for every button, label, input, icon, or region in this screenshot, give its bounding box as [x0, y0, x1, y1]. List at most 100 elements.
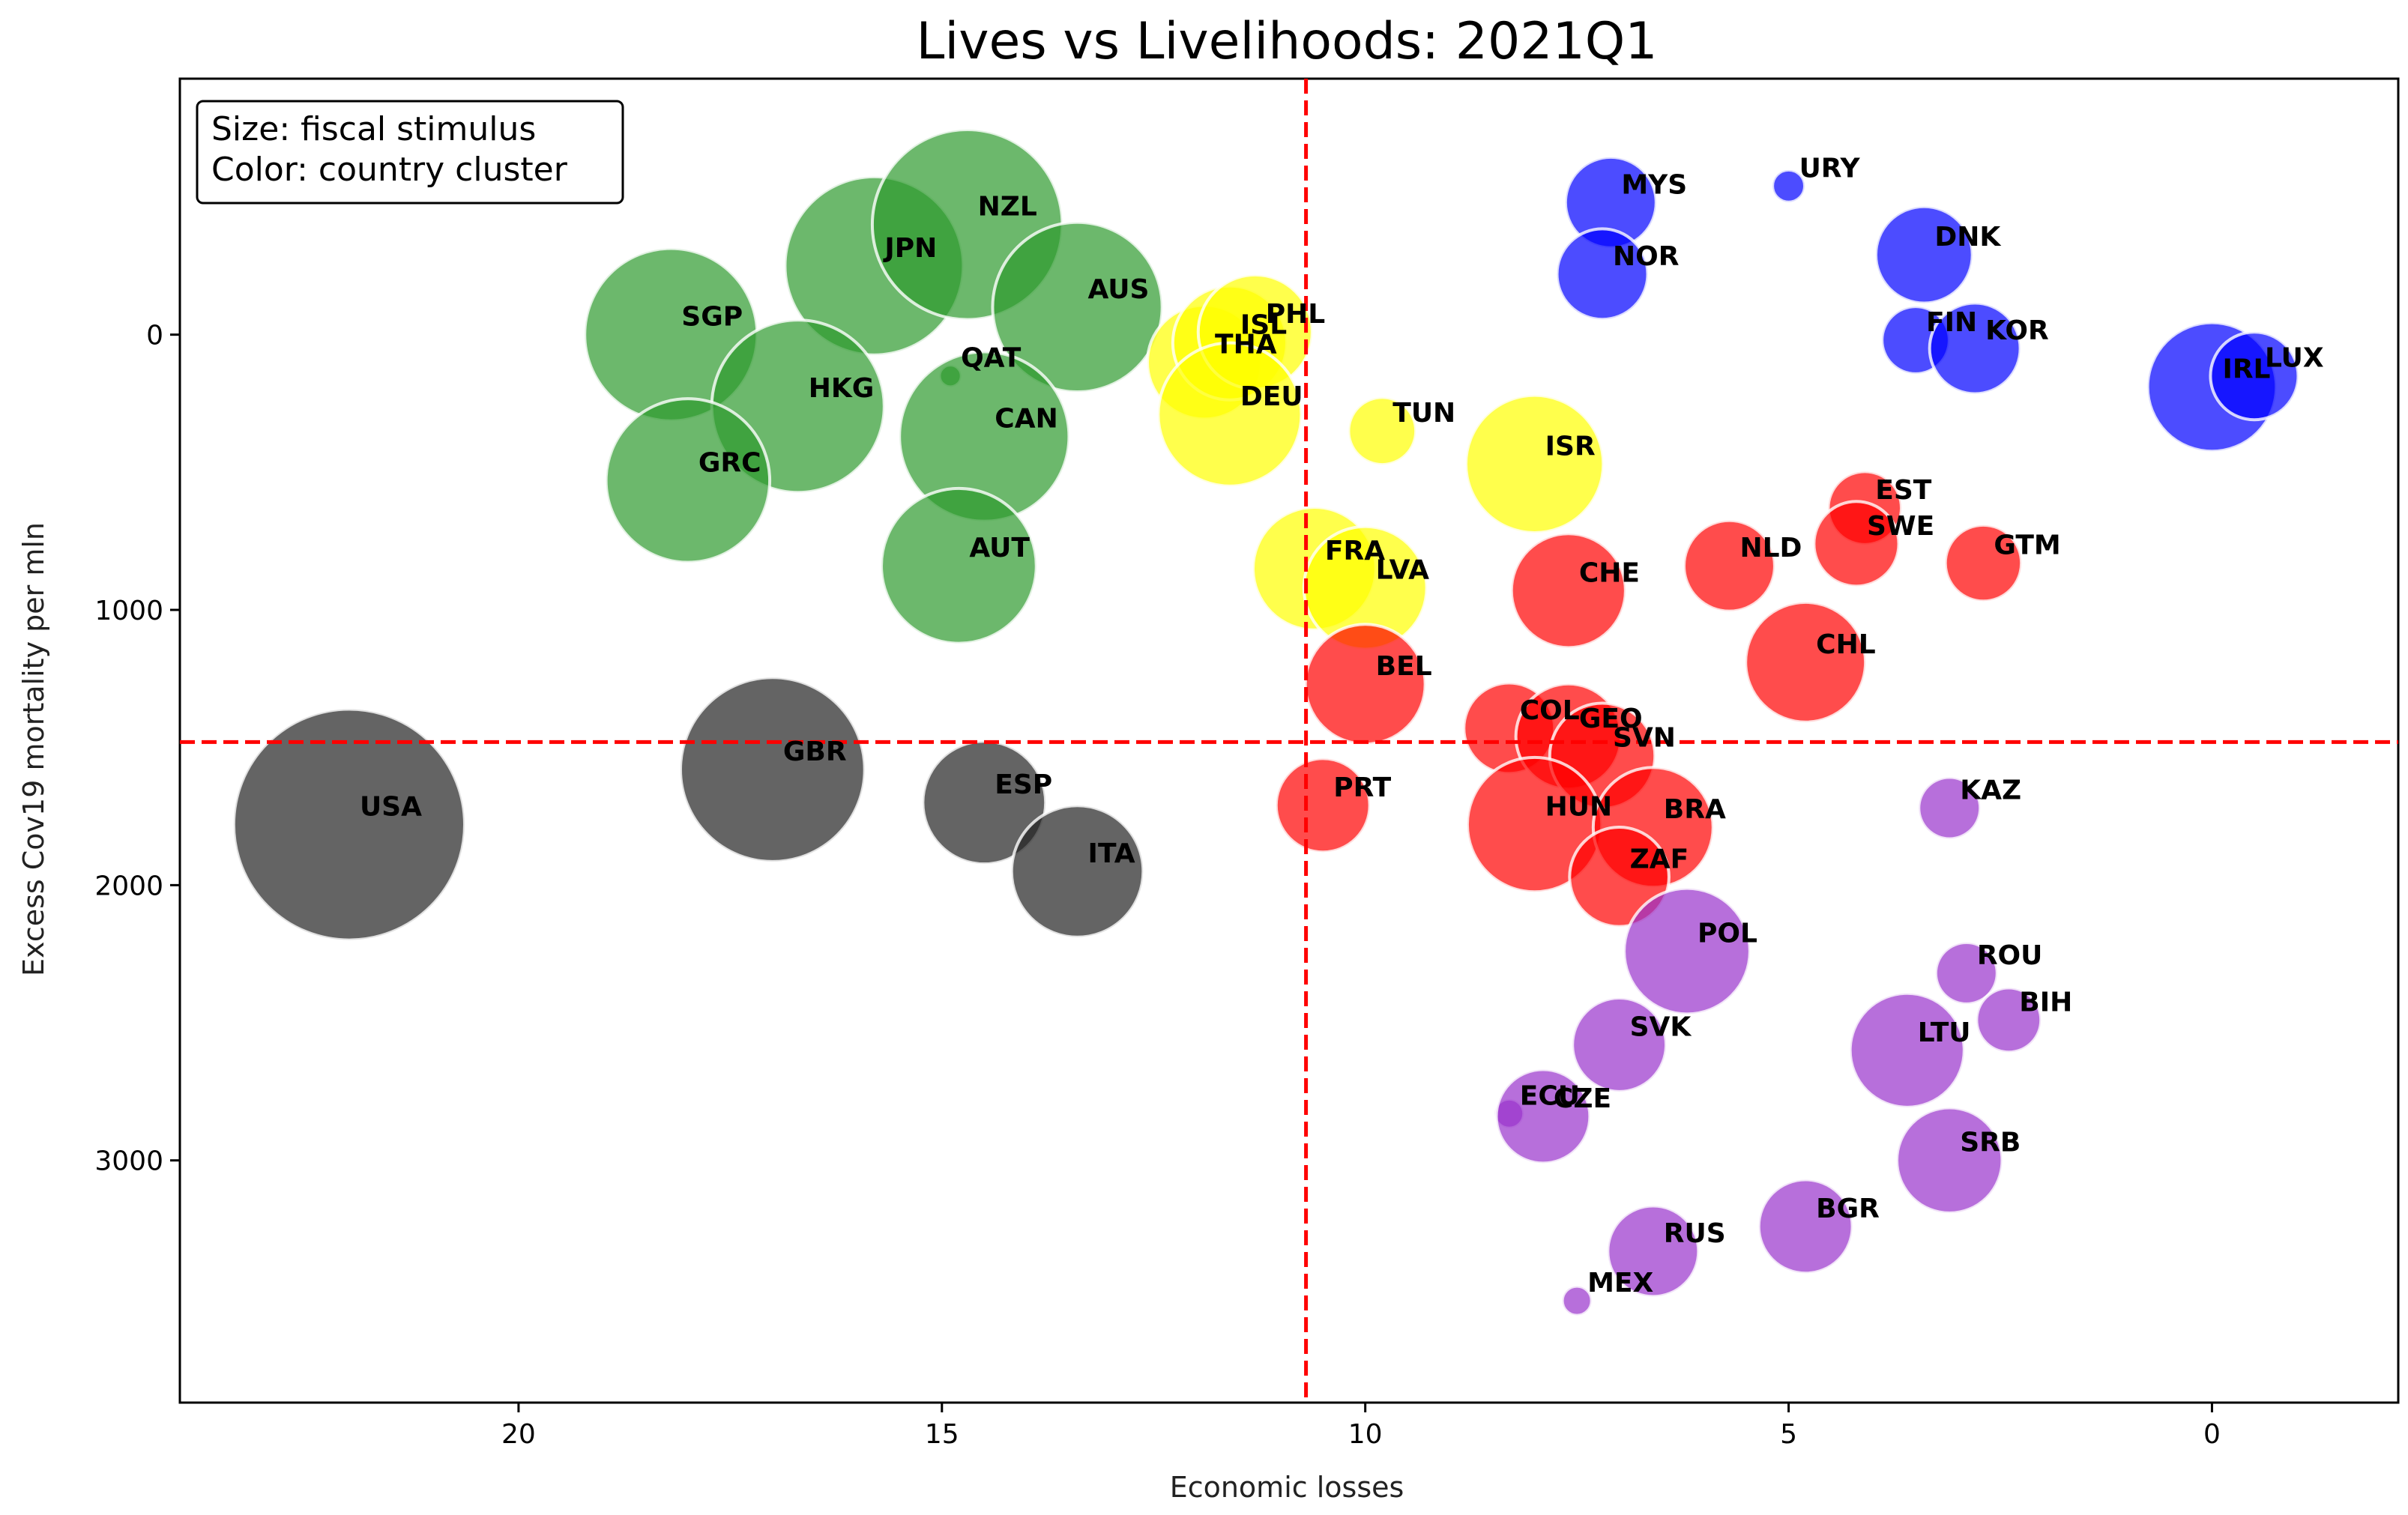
bubble-gbr [678, 676, 866, 863]
point-label-mys: MYS [1621, 169, 1687, 200]
y-tick-label: 2000 [94, 871, 163, 901]
legend-line-color: Color: country cluster [211, 151, 568, 189]
point-label-aus: AUS [1088, 274, 1150, 305]
y-axis-ticks: 0 1000 2000 3000 [94, 321, 180, 1177]
point-label-aut: AUT [969, 533, 1030, 563]
bubble-cze [1494, 1068, 1592, 1165]
chart-title: Lives vs Livelihoods: 2021Q1 [916, 12, 1657, 71]
point-label-bel: BEL [1376, 651, 1432, 682]
point-label-bih: BIH [2019, 987, 2072, 1017]
point-label-tha: THA [1215, 329, 1277, 360]
point-label-nor: NOR [1613, 241, 1679, 272]
bubble-nld [1683, 518, 1776, 613]
point-label-mex: MEX [1587, 1268, 1653, 1298]
point-label-dnk: DNK [1934, 222, 2001, 252]
point-label-pol: POL [1698, 919, 1757, 949]
point-label-lux: LUX [2265, 343, 2324, 374]
bubble-usa [232, 707, 467, 942]
x-tick-label: 20 [501, 1419, 536, 1450]
bubble-isr [1464, 393, 1605, 534]
legend-frame [196, 100, 624, 205]
bubble-pol [1623, 886, 1751, 1016]
bubble-zaf [1568, 826, 1671, 928]
point-label-swe: SWE [1867, 511, 1934, 542]
bubble-mex [1560, 1284, 1593, 1317]
point-label-zaf: ZAF [1630, 844, 1689, 874]
point-label-deu: DEU [1240, 381, 1303, 412]
x-tick-label: 0 [2203, 1419, 2221, 1450]
point-label-col: COL [1520, 695, 1580, 726]
bubble-ltu [1848, 991, 1966, 1109]
bubble-nor [1555, 227, 1650, 321]
x-tick-label: 15 [925, 1419, 959, 1450]
bubble-aut [880, 486, 1038, 645]
y-tick-label: 1000 [94, 596, 163, 626]
point-label-gbr: GBR [783, 737, 847, 767]
x-tick-label: 5 [1780, 1419, 1797, 1450]
point-label-hun: HUN [1545, 792, 1613, 823]
bubble-che [1509, 532, 1627, 650]
bubble-rou [1934, 940, 1999, 1006]
bubble-deu [1156, 341, 1303, 488]
point-label-gtm: GTM [1994, 530, 2060, 561]
point-label-ita: ITA [1088, 838, 1135, 869]
point-label-geo: GEO [1579, 704, 1643, 734]
bubble-ury [1771, 168, 1807, 204]
bubble-kor [1928, 301, 2022, 396]
point-label-jpn: JPN [882, 233, 937, 264]
point-label-chl: CHL [1816, 629, 1876, 660]
y-axis-label: Excess Cov19 mortality per mln [17, 522, 50, 976]
point-label-svk: SVK [1630, 1011, 1692, 1042]
point-label-esp: ESP [995, 769, 1052, 800]
bubble-srb [1895, 1106, 2004, 1215]
point-label-sgp: SGP [681, 302, 743, 333]
point-label-svn: SVN [1613, 723, 1676, 754]
point-label-cze: CZE [1554, 1083, 1611, 1114]
point-label-fra: FRA [1325, 536, 1385, 566]
point-label-rus: RUS [1664, 1218, 1726, 1249]
bubble-dnk [1874, 205, 1974, 305]
point-label-lva: LVA [1376, 555, 1429, 586]
reference-lines [180, 79, 2398, 1403]
bubble-swe [1812, 500, 1901, 588]
point-label-kor: KOR [1985, 315, 2049, 346]
bubble-rus [1606, 1204, 1701, 1298]
point-label-est: EST [1875, 475, 1932, 506]
point-label-isr: ISR [1545, 431, 1596, 462]
legend-line-size: Size: fiscal stimulus [211, 110, 536, 148]
bubble-gtm [1943, 523, 2024, 603]
point-label-nzl: NZL [978, 192, 1037, 223]
bubble-bel [1303, 623, 1427, 746]
point-label-can: CAN [995, 404, 1057, 435]
point-label-ecu: ECU [1520, 1080, 1580, 1111]
bubble-bgr [1757, 1178, 1854, 1275]
point-label-phl: PHL [1266, 299, 1325, 330]
point-label-prt: PRT [1333, 772, 1391, 803]
x-tick-label: 10 [1348, 1419, 1383, 1450]
bubble-lux [2209, 330, 2300, 422]
y-tick-label: 3000 [94, 1146, 163, 1177]
point-label-hkg: HKG [809, 373, 875, 404]
point-label-ury: URY [1799, 153, 1861, 184]
bubble-kaz [1917, 775, 1982, 841]
bubble-svk [1571, 997, 1668, 1093]
point-label-nld: NLD [1739, 533, 1802, 563]
x-axis-label: Economic losses [1170, 1471, 1404, 1504]
legend-box: Size: fiscal stimulus Color: country clu… [196, 100, 624, 205]
bubble-grc [604, 397, 772, 564]
bubble-aus [991, 220, 1164, 394]
point-label-qat: QAT [961, 343, 1022, 374]
bubble-chl [1744, 600, 1868, 724]
bubble-ita [1010, 804, 1145, 939]
bubble-tun [1347, 396, 1418, 467]
point-label-tun: TUN [1392, 398, 1455, 429]
bubble-prt [1274, 757, 1372, 854]
point-label-grc: GRC [698, 447, 761, 478]
point-label-usa: USA [360, 792, 422, 823]
bubble-layer [232, 127, 2300, 1317]
point-label-ltu: LTU [1918, 1017, 1971, 1048]
point-label-fin: FIN [1926, 307, 1977, 338]
point-label-irl: IRL [2222, 354, 2270, 384]
